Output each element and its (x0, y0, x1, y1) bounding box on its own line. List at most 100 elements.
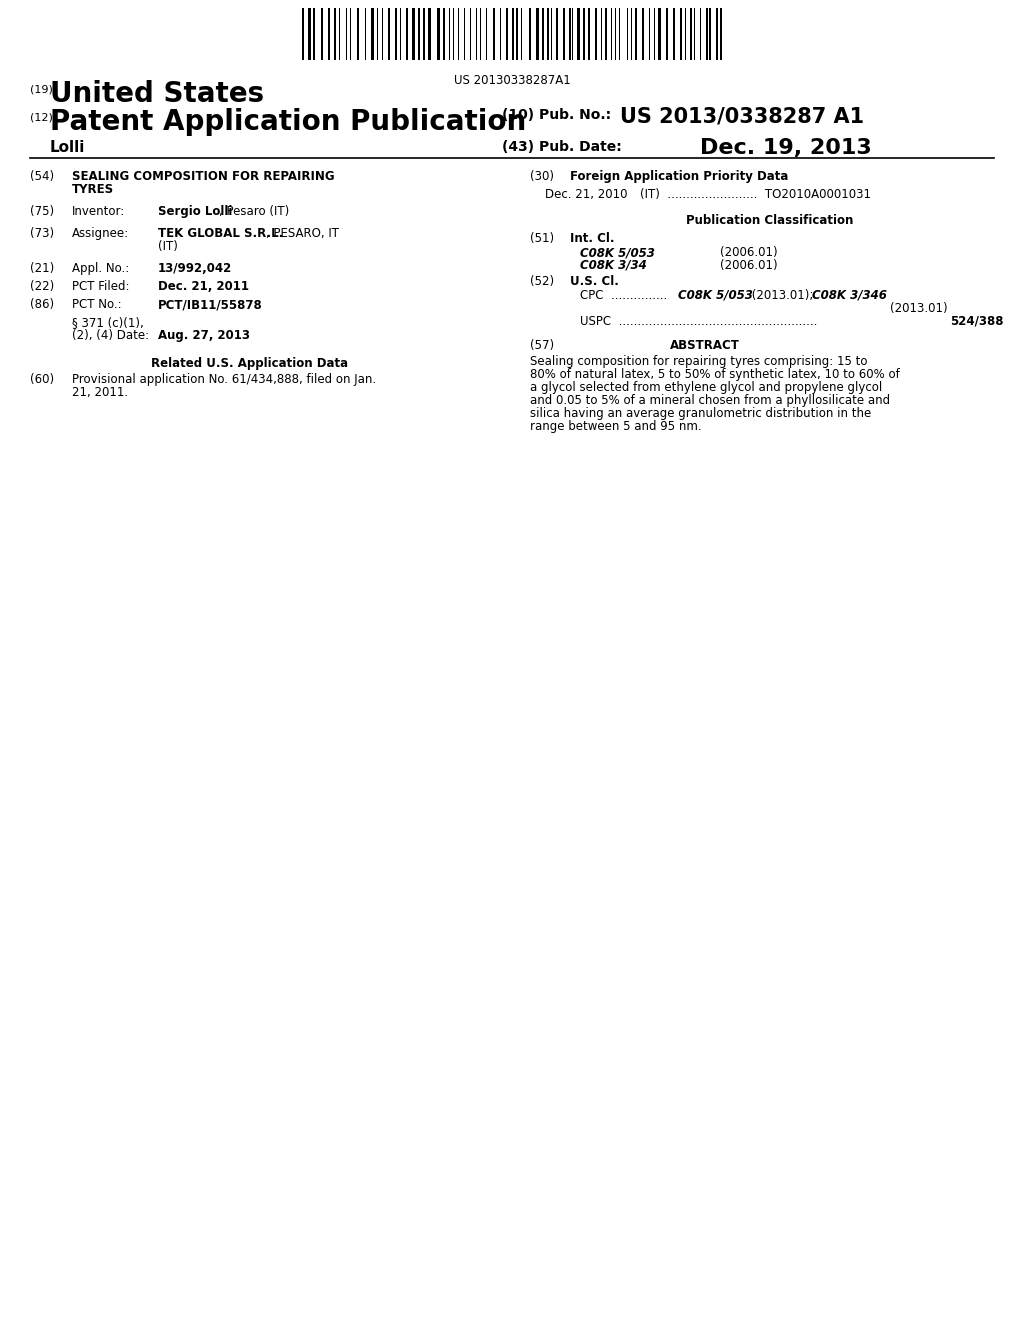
Bar (547, 8, 549, 59)
Bar (563, 8, 565, 59)
Text: (75): (75) (30, 205, 54, 218)
Text: Patent Application Publication: Patent Application Publication (50, 108, 526, 136)
Bar (506, 8, 508, 59)
Bar (357, 8, 359, 59)
Bar (406, 8, 408, 59)
Text: Dec. 21, 2011: Dec. 21, 2011 (158, 280, 249, 293)
Text: Foreign Application Priority Data: Foreign Application Priority Data (570, 170, 788, 183)
Bar (412, 8, 415, 59)
Bar (512, 8, 514, 59)
Bar (577, 8, 580, 59)
Text: C08K 5/053: C08K 5/053 (678, 289, 753, 302)
Text: (IT)  ........................  TO2010A0001031: (IT) ........................ TO2010A000… (640, 187, 871, 201)
Text: 13/992,042: 13/992,042 (158, 261, 232, 275)
Text: Publication Classification: Publication Classification (686, 214, 854, 227)
Text: Provisional application No. 61/434,888, filed on Jan.: Provisional application No. 61/434,888, … (72, 374, 376, 385)
Bar (706, 8, 708, 59)
Text: Dec. 21, 2010: Dec. 21, 2010 (545, 187, 628, 201)
Bar (516, 8, 518, 59)
Text: 524/388: 524/388 (950, 315, 1004, 327)
Text: (57): (57) (530, 339, 554, 352)
Bar (423, 8, 425, 59)
Bar (716, 8, 718, 59)
Text: range between 5 and 95 nm.: range between 5 and 95 nm. (530, 420, 701, 433)
Text: (43) Pub. Date:: (43) Pub. Date: (502, 140, 622, 154)
Text: Int. Cl.: Int. Cl. (570, 232, 614, 246)
Text: United States: United States (50, 81, 264, 108)
Bar (605, 8, 607, 59)
Bar (536, 8, 539, 59)
Text: C08K 5/053: C08K 5/053 (580, 246, 655, 259)
Text: (2006.01): (2006.01) (720, 246, 777, 259)
Text: (19): (19) (30, 84, 53, 94)
Text: (12): (12) (30, 112, 53, 121)
Text: (IT): (IT) (158, 240, 178, 253)
Text: , PESARO, IT: , PESARO, IT (266, 227, 339, 240)
Bar (658, 8, 662, 59)
Bar (428, 8, 431, 59)
Text: Lolli: Lolli (50, 140, 85, 154)
Text: Sergio Lolli: Sergio Lolli (158, 205, 232, 218)
Text: TEK GLOBAL S.R.L.: TEK GLOBAL S.R.L. (158, 227, 284, 240)
Bar (569, 8, 571, 59)
Text: Assignee:: Assignee: (72, 227, 129, 240)
Text: PCT No.:: PCT No.: (72, 298, 122, 312)
Text: C08K 3/34: C08K 3/34 (580, 259, 647, 272)
Text: Aug. 27, 2013: Aug. 27, 2013 (158, 329, 250, 342)
Bar (313, 8, 315, 59)
Bar (308, 8, 311, 59)
Bar (583, 8, 585, 59)
Bar (690, 8, 692, 59)
Text: Dec. 19, 2013: Dec. 19, 2013 (700, 139, 871, 158)
Text: a glycol selected from ethylene glycol and propylene glycol: a glycol selected from ethylene glycol a… (530, 381, 883, 393)
Text: (73): (73) (30, 227, 54, 240)
Bar (666, 8, 668, 59)
Bar (443, 8, 445, 59)
Text: CPC  ...............: CPC ............... (580, 289, 671, 302)
Text: (10) Pub. No.:: (10) Pub. No.: (502, 108, 611, 121)
Text: (54): (54) (30, 170, 54, 183)
Text: (21): (21) (30, 261, 54, 275)
Text: Sealing composition for repairing tyres comprising: 15 to: Sealing composition for repairing tyres … (530, 355, 867, 368)
Bar (673, 8, 675, 59)
Text: (51): (51) (530, 232, 554, 246)
Text: (86): (86) (30, 298, 54, 312)
Bar (334, 8, 336, 59)
Text: PCT/IB11/55878: PCT/IB11/55878 (158, 298, 263, 312)
Bar (493, 8, 495, 59)
Bar (635, 8, 637, 59)
Text: TYRES: TYRES (72, 183, 114, 195)
Text: § 371 (c)(1),: § 371 (c)(1), (72, 315, 143, 329)
Text: 80% of natural latex, 5 to 50% of synthetic latex, 10 to 60% of: 80% of natural latex, 5 to 50% of synthe… (530, 368, 900, 381)
Bar (720, 8, 722, 59)
Bar (321, 8, 323, 59)
Text: (30): (30) (530, 170, 554, 183)
Text: U.S. Cl.: U.S. Cl. (570, 275, 618, 288)
Text: silica having an average granulometric distribution in the: silica having an average granulometric d… (530, 407, 871, 420)
Bar (395, 8, 397, 59)
Text: and 0.05 to 5% of a mineral chosen from a phyllosilicate and: and 0.05 to 5% of a mineral chosen from … (530, 393, 890, 407)
Text: Related U.S. Application Data: Related U.S. Application Data (152, 356, 348, 370)
Bar (680, 8, 682, 59)
Bar (709, 8, 711, 59)
Bar (529, 8, 531, 59)
Bar (437, 8, 440, 59)
Text: (2), (4) Date:: (2), (4) Date: (72, 329, 150, 342)
Bar (371, 8, 374, 59)
Text: PCT Filed:: PCT Filed: (72, 280, 129, 293)
Text: (52): (52) (530, 275, 554, 288)
Text: (2006.01): (2006.01) (720, 259, 777, 272)
Bar (542, 8, 544, 59)
Text: (2013.01): (2013.01) (890, 302, 947, 315)
Bar (595, 8, 597, 59)
Text: C08K 3/346: C08K 3/346 (812, 289, 887, 302)
Text: Inventor:: Inventor: (72, 205, 125, 218)
Text: 21, 2011.: 21, 2011. (72, 385, 128, 399)
Text: (2013.01);: (2013.01); (748, 289, 817, 302)
Text: Appl. No.:: Appl. No.: (72, 261, 129, 275)
Bar (556, 8, 558, 59)
Bar (418, 8, 420, 59)
Bar (328, 8, 330, 59)
Text: USPC  .....................................................: USPC ...................................… (580, 315, 817, 327)
Text: US 20130338287A1: US 20130338287A1 (454, 74, 570, 87)
